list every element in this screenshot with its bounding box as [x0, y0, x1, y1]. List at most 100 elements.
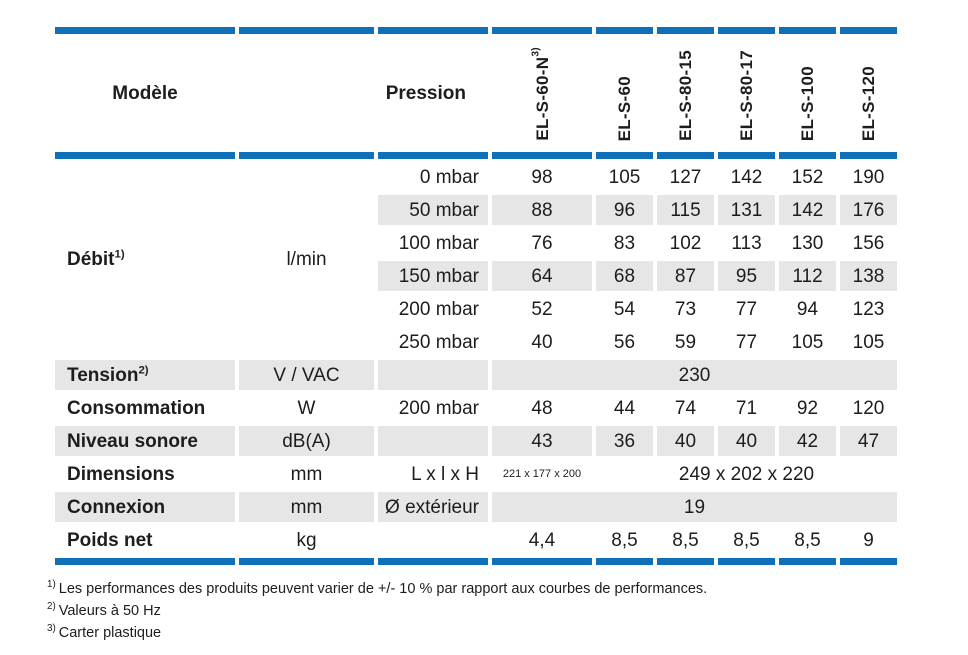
value-cell: 105	[791, 331, 824, 353]
row-label-consommation: Consommation	[67, 397, 206, 419]
table-row-debit-250mbar: 250 mbar 40 56 59 77 105 105	[55, 327, 897, 357]
pressure-cell: L x l x H	[411, 463, 479, 485]
model-column-header: EL-S-60-N3)	[492, 37, 592, 149]
value-cell: 190	[852, 166, 885, 188]
model-name: EL-S-60	[615, 75, 634, 141]
value-cell: 8,5	[672, 529, 699, 551]
value-cell: 44	[613, 397, 636, 419]
footnote-marker: 2)	[47, 601, 56, 613]
model-name-sup: 3)	[529, 47, 541, 58]
accent-line-segment	[779, 152, 836, 159]
unit-cell: mm	[290, 463, 323, 485]
footnote-marker: 3)	[47, 623, 56, 635]
accent-line-segment	[840, 558, 897, 565]
accent-line-segment	[596, 558, 653, 565]
value-cell: 48	[531, 397, 553, 419]
value-cell: 105	[608, 166, 641, 188]
row-label-text: Tension	[67, 364, 139, 386]
value-cell: 83	[613, 232, 636, 254]
value-cell: 36	[596, 426, 653, 456]
value-cell: 40	[718, 426, 775, 456]
pressure-cell: 200 mbar	[398, 397, 479, 419]
pressure-cell: 250 mbar	[398, 331, 479, 353]
model-column-header: EL-S-60	[596, 37, 653, 149]
model-name: EL-S-80-15	[676, 50, 695, 141]
table-row-debit-50mbar: 50 mbar 88 96 115 131 142 176	[55, 195, 897, 225]
model-name-rotated: EL-S-60	[615, 75, 634, 145]
value-cell: 142	[779, 195, 836, 225]
value-cell: 68	[596, 261, 653, 291]
table-row-debit-100mbar: 100 mbar 76 83 102 113 130 156	[55, 228, 897, 258]
accent-line-segment	[779, 27, 836, 34]
accent-line-segment	[492, 27, 592, 34]
footnote: 3) Carter plastique	[47, 623, 968, 644]
value-cell: 92	[796, 397, 819, 419]
accent-line-segment	[492, 558, 592, 565]
model-name-rotated: EL-S-100	[798, 66, 817, 145]
value-cell: 127	[669, 166, 702, 188]
accent-line-segment	[378, 558, 488, 565]
accent-line-segment	[378, 152, 488, 159]
model-name: EL-S-120	[859, 65, 878, 141]
pressure-cell: Ø extérieur	[378, 492, 488, 522]
value-cell: 73	[674, 298, 697, 320]
value-cell: 87	[657, 261, 714, 291]
row-label-connexion: Connexion	[55, 492, 235, 522]
accent-line-segment	[55, 27, 235, 34]
row-label-niveau-sonore: Niveau sonore	[55, 426, 235, 456]
accent-line-segment	[779, 558, 836, 565]
value-cell: 54	[613, 298, 636, 320]
accent-line-segment	[718, 152, 775, 159]
value-cell: 94	[796, 298, 819, 320]
value-cell: 88	[492, 195, 592, 225]
table-row-tension: Tension2) V / VAC 230	[55, 360, 897, 390]
value-cell: 43	[492, 426, 592, 456]
model-column-header: EL-S-100	[779, 37, 836, 149]
value-cell: 8,5	[794, 529, 821, 551]
value-cell: 152	[791, 166, 824, 188]
unit-cell: W	[297, 397, 316, 419]
model-name-rotated: EL-S-60-N3)	[530, 47, 552, 145]
accent-line-segment	[492, 152, 592, 159]
accent-line-segment	[596, 27, 653, 34]
accent-line-segment	[55, 152, 235, 159]
value-cell: 40	[657, 426, 714, 456]
pressure-cell: 100 mbar	[398, 232, 479, 254]
value-cell: 77	[735, 298, 758, 320]
value-cell: 59	[674, 331, 697, 353]
unit-cell: kg	[296, 529, 317, 551]
footnote-text: Les performances des produits peuvent va…	[58, 581, 708, 597]
table-accent-line-mid	[55, 152, 897, 159]
model-name: EL-S-80-17	[737, 50, 756, 141]
row-label-debit: Débit1)	[55, 162, 235, 357]
accent-line-segment	[840, 152, 897, 159]
value-cell: 76	[531, 232, 553, 254]
model-column-header: EL-S-120	[840, 37, 897, 149]
model-column-header: EL-S-80-15	[657, 37, 714, 149]
value-cell: 56	[613, 331, 636, 353]
table-row-poids-net: Poids net kg 4,4 8,5 8,5 8,5 8,5 9	[55, 525, 897, 555]
value-cell: 98	[531, 166, 553, 188]
model-name: EL-S-60-N	[532, 57, 552, 141]
pressure-cell	[378, 426, 488, 456]
value-cell: 77	[735, 331, 758, 353]
accent-line-segment	[657, 558, 714, 565]
unit-cell: dB(A)	[239, 426, 374, 456]
accent-line-segment	[657, 27, 714, 34]
value-cell: 42	[779, 426, 836, 456]
accent-line-segment	[378, 27, 488, 34]
value-cell: 120	[852, 397, 885, 419]
value-cell: 47	[840, 426, 897, 456]
footnote-text: Valeurs à 50 Hz	[58, 603, 161, 619]
merged-value-cell: 249 x 202 x 220	[678, 463, 815, 485]
pressure-cell: 150 mbar	[378, 261, 488, 291]
accent-line-segment	[718, 558, 775, 565]
row-label-tension: Tension2)	[55, 360, 235, 390]
merged-value-cell: 230	[492, 360, 897, 390]
table-row-niveau-sonore: Niveau sonore dB(A) 43 36 40 40 42 47	[55, 426, 897, 456]
accent-line-segment	[657, 152, 714, 159]
footnotes: 1) Les performances des produits peuvent …	[47, 579, 968, 644]
accent-line-segment	[840, 27, 897, 34]
table-accent-line-top	[55, 27, 897, 34]
accent-line-segment	[239, 27, 374, 34]
